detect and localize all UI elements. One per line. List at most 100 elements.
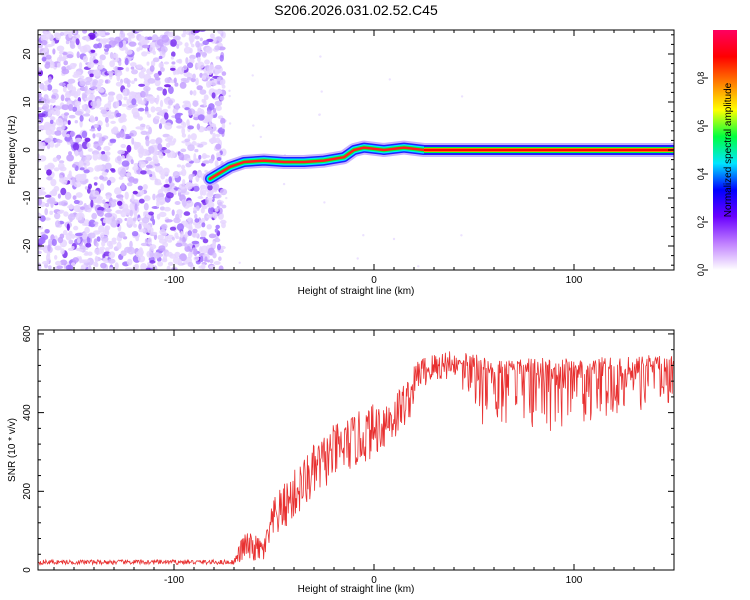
noise-speck bbox=[54, 255, 58, 260]
noise-speck bbox=[90, 49, 96, 53]
colorbar-tick-label: 0.6 bbox=[696, 120, 706, 133]
colorbar-tick-label: 0.0 bbox=[696, 264, 706, 277]
noise-speck bbox=[95, 132, 103, 138]
noise-speck bbox=[176, 223, 184, 232]
noise-speck bbox=[69, 62, 77, 70]
noise-speck bbox=[38, 250, 42, 255]
noise-speck bbox=[146, 169, 152, 175]
noise-speck bbox=[149, 173, 153, 177]
noise-speck bbox=[197, 143, 204, 148]
noise-speck bbox=[213, 261, 221, 265]
x-tick-label: -100 bbox=[164, 575, 184, 586]
noise-speck bbox=[215, 143, 222, 150]
noise-speck bbox=[59, 259, 68, 266]
noise-speck bbox=[210, 79, 218, 87]
noise-speck bbox=[71, 246, 75, 250]
noise-speck bbox=[126, 83, 131, 88]
noise-speck bbox=[116, 241, 122, 250]
noise-speck bbox=[38, 113, 46, 118]
noise-speck bbox=[156, 86, 164, 91]
noise-speck bbox=[118, 61, 122, 66]
noise-speck bbox=[102, 219, 107, 224]
noise-speck bbox=[138, 198, 145, 204]
noise-speck bbox=[89, 128, 96, 132]
noise-speck bbox=[200, 184, 206, 190]
noise-speck bbox=[72, 195, 77, 201]
colorbar bbox=[713, 30, 737, 270]
noise-speck bbox=[104, 32, 110, 36]
noise-speck bbox=[82, 55, 88, 63]
noise-speck bbox=[189, 90, 193, 96]
noise-speck bbox=[96, 145, 102, 151]
noise-speck bbox=[176, 164, 182, 168]
noise-speck bbox=[137, 185, 143, 191]
noise-speck bbox=[68, 31, 73, 39]
noise-speck bbox=[72, 30, 77, 35]
noise-speck bbox=[132, 190, 138, 195]
noise-speck bbox=[192, 109, 196, 115]
noise-speck bbox=[196, 61, 205, 69]
noise-speck bbox=[82, 259, 91, 263]
noise-speck bbox=[194, 148, 199, 153]
x-tick-label: 100 bbox=[566, 575, 583, 586]
noise-speck bbox=[112, 199, 117, 203]
noise-speck bbox=[101, 248, 104, 255]
noise-speck bbox=[74, 110, 83, 116]
noise-speck bbox=[187, 134, 191, 140]
noise-speck bbox=[163, 61, 170, 65]
noise-speck bbox=[92, 153, 99, 161]
noise-speck bbox=[129, 209, 134, 217]
snr-x-label: Height of straight line (km) bbox=[298, 584, 415, 595]
noise-speck bbox=[117, 231, 126, 238]
noise-speck bbox=[47, 265, 52, 270]
noise-speck bbox=[55, 260, 62, 266]
noise-speck bbox=[84, 137, 91, 142]
noise-speck bbox=[58, 82, 66, 87]
noise-speck bbox=[120, 209, 127, 218]
noise-speck bbox=[167, 105, 171, 109]
y-tick-label: 20 bbox=[22, 48, 33, 60]
noise-speck bbox=[192, 73, 196, 80]
noise-speck bbox=[215, 224, 220, 229]
noise-speck bbox=[185, 57, 189, 65]
noise-speck bbox=[148, 126, 153, 135]
noise-speck bbox=[62, 229, 68, 236]
noise-speck bbox=[170, 39, 177, 47]
noise-speck bbox=[79, 167, 85, 171]
noise-speck bbox=[187, 125, 194, 130]
noise-speck bbox=[144, 111, 150, 115]
noise-speck bbox=[198, 154, 202, 160]
noise-speck bbox=[60, 187, 67, 196]
noise-speck bbox=[72, 142, 80, 151]
colorbar-tick-label: 0.8 bbox=[696, 72, 706, 85]
noise-speck bbox=[164, 77, 171, 84]
noise-speck bbox=[152, 57, 160, 63]
noise-speck bbox=[72, 177, 76, 186]
noise-speck bbox=[105, 195, 111, 200]
noise-speck bbox=[191, 141, 197, 146]
noise-speck bbox=[64, 92, 72, 98]
noise-speck bbox=[103, 203, 109, 209]
noise-speck bbox=[124, 246, 132, 253]
noise-speck bbox=[79, 245, 86, 250]
noise-speck bbox=[221, 123, 226, 129]
noise-speck bbox=[66, 54, 74, 59]
noise-speck bbox=[208, 158, 214, 164]
noise-speck bbox=[44, 44, 48, 53]
noise-speck bbox=[178, 152, 185, 161]
noise-speck bbox=[99, 183, 105, 191]
noise-speck bbox=[158, 110, 164, 116]
noise-speck bbox=[140, 90, 146, 98]
noise-speck bbox=[114, 66, 118, 74]
noise-speck bbox=[208, 80, 212, 88]
noise-speck bbox=[39, 47, 47, 55]
noise-speck bbox=[208, 64, 215, 72]
noise-speck bbox=[145, 164, 153, 169]
noise-speck bbox=[158, 152, 164, 159]
noise-speck bbox=[121, 160, 130, 167]
noise-speck bbox=[108, 267, 114, 270]
noise-speck bbox=[392, 237, 396, 241]
noise-speck bbox=[72, 257, 79, 263]
noise-speck bbox=[252, 124, 255, 127]
noise-speck bbox=[69, 40, 75, 49]
